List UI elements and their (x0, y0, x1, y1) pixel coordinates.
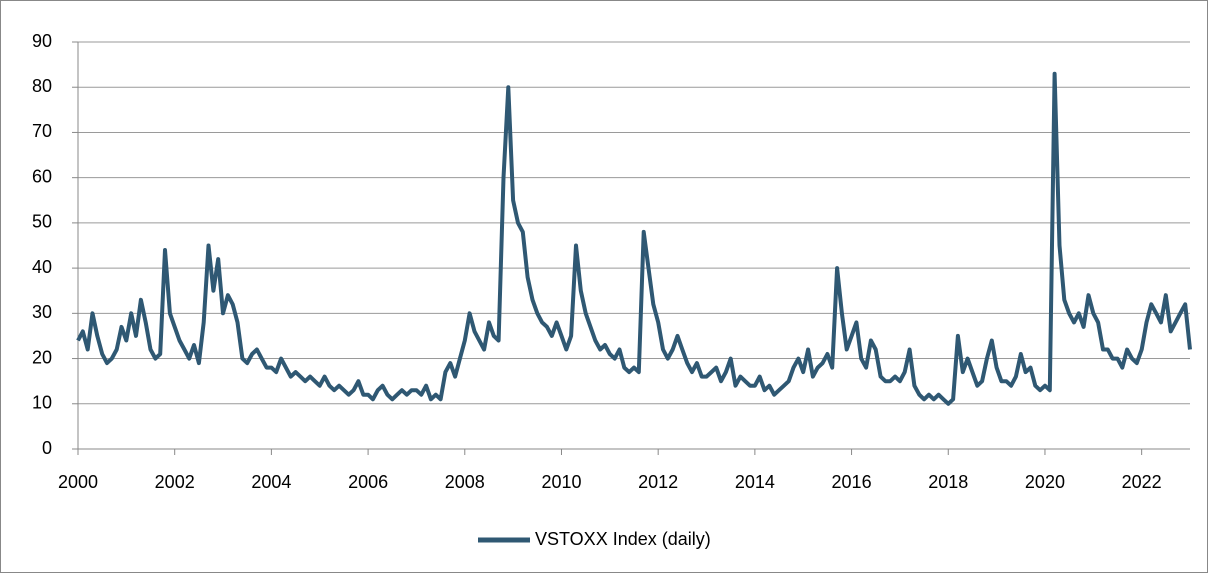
x-tick-label: 2004 (251, 472, 291, 492)
y-tick-label: 90 (32, 31, 52, 51)
y-tick-label: 20 (32, 347, 52, 367)
data-line (76, 71, 1192, 406)
y-tick-label: 80 (32, 76, 52, 96)
y-tick-label: 50 (32, 212, 52, 232)
x-tick-label: 2006 (348, 472, 388, 492)
x-tick-label: 2012 (638, 472, 678, 492)
y-tick-label: 10 (32, 393, 52, 413)
y-tick-label: 70 (32, 121, 52, 141)
x-tick-label: 2008 (445, 472, 485, 492)
y-tick-label: 60 (32, 166, 52, 186)
y-tick-label: 30 (32, 302, 52, 322)
x-tick-label: 2018 (928, 472, 968, 492)
x-tick-label: 2000 (58, 472, 98, 492)
legend-label: VSTOXX Index (daily) (535, 529, 711, 549)
x-tick-label: 2020 (1025, 472, 1065, 492)
y-tick-label: 0 (42, 438, 52, 458)
x-tick-label: 2002 (155, 472, 195, 492)
y-tick-label: 40 (32, 257, 52, 277)
x-tick-label: 2010 (541, 472, 581, 492)
x-tick-label: 2016 (832, 472, 872, 492)
x-tick-label: 2014 (735, 472, 775, 492)
x-tick-label: 2022 (1122, 472, 1162, 492)
